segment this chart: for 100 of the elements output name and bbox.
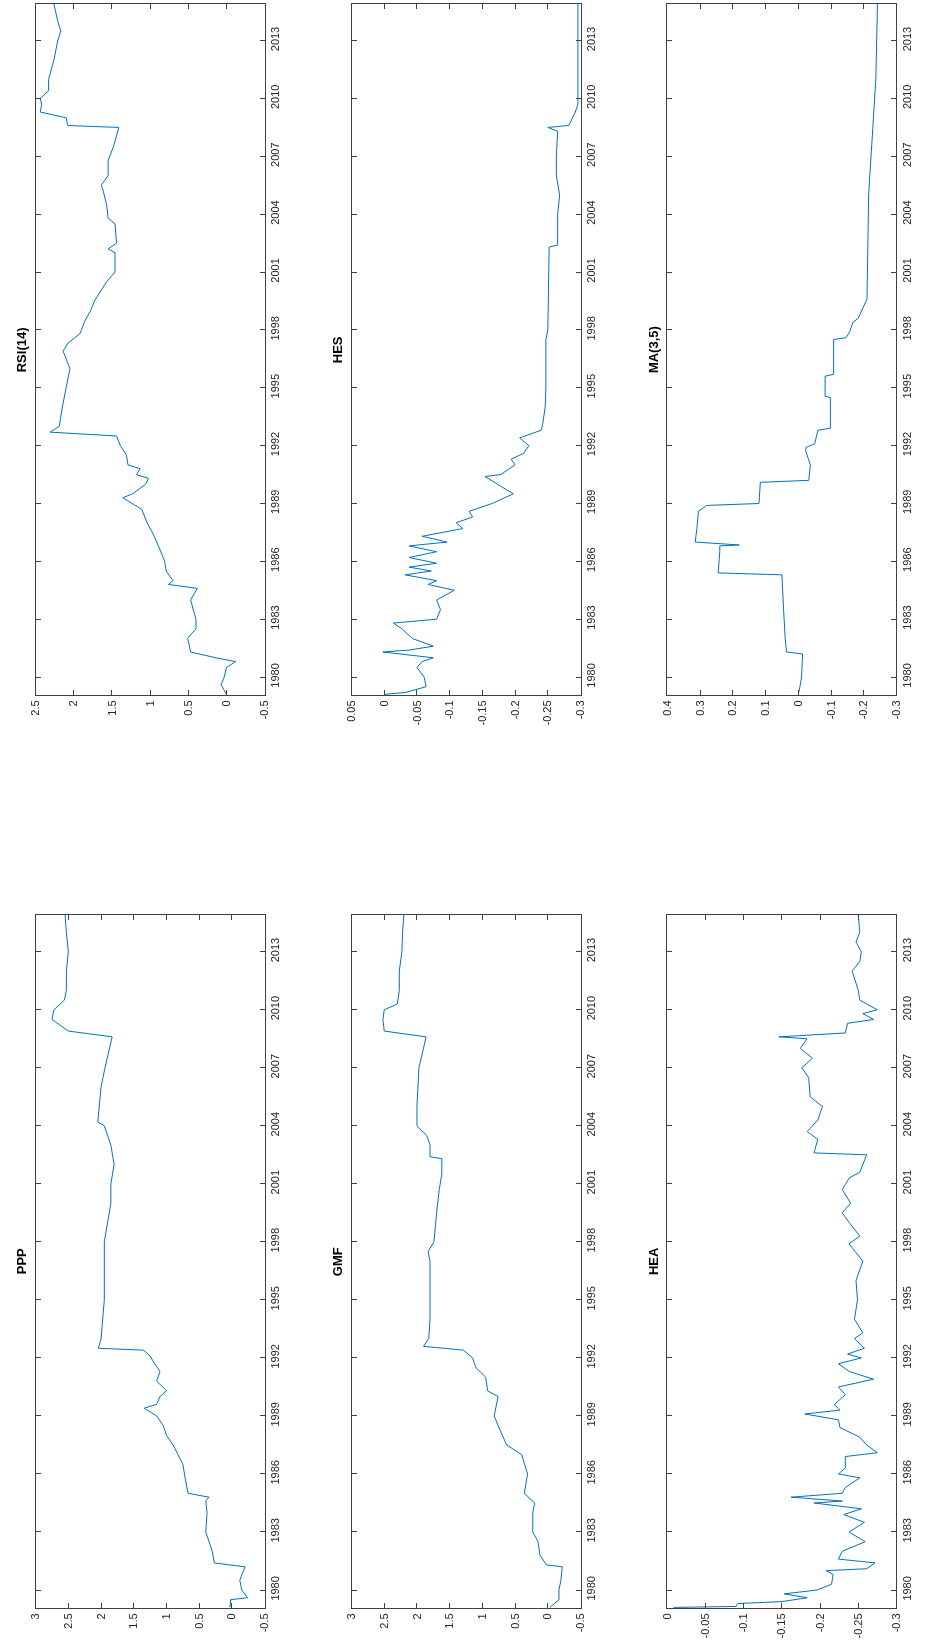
x-tick-label: -0.2 — [508, 700, 521, 720]
line-series — [694, 4, 878, 695]
x-tick-label: -0.05 — [699, 1613, 712, 1639]
y-tick-label: 1986 — [900, 1460, 913, 1485]
y-tick-label: 1998 — [900, 1227, 913, 1253]
y-tick-label: 1992 — [268, 431, 281, 457]
x-tick-label: -0.1 — [443, 700, 456, 720]
y-tick-label: 2013 — [268, 937, 281, 963]
y-tick-label: 2007 — [268, 142, 281, 167]
x-tick-label: -0.5 — [574, 1613, 587, 1633]
y-tick-label: 1983 — [900, 605, 913, 630]
text: PPP — [14, 1247, 30, 1275]
x-tick-label: 0 — [225, 1613, 238, 1620]
x-tick-label: -0.05 — [410, 700, 423, 726]
y-tick-label: 2004 — [268, 1111, 281, 1137]
y-tick-label: 1980 — [584, 1576, 597, 1601]
text: HEA — [646, 1247, 662, 1276]
y-tick-label: 1980 — [900, 1576, 913, 1601]
x-tick-label: -0.15 — [775, 1613, 788, 1639]
line-series — [51, 915, 249, 1608]
text: GMF — [330, 1247, 346, 1277]
x-tick-label: -0.2 — [813, 1613, 826, 1633]
y-tick-label: 1992 — [900, 1344, 913, 1369]
y-tick-label: 2001 — [268, 1169, 281, 1195]
y-tick-label: 2007 — [584, 142, 597, 167]
y-tick-label: 2013 — [900, 937, 913, 963]
text: RSI(14) — [14, 327, 30, 373]
x-tick-label: 2.5 — [377, 1613, 390, 1629]
x-tick-label: 3 — [345, 1613, 358, 1620]
x-tick-label: -0.25 — [541, 700, 554, 726]
y-tick-label: 2001 — [584, 258, 597, 283]
y-tick-label: 1983 — [584, 605, 597, 630]
x-tick-label: 0.5 — [192, 1613, 205, 1629]
x-tick-label: 0 — [220, 700, 233, 707]
y-tick-label: 1995 — [900, 373, 913, 399]
x-tick-label: 0 — [791, 700, 804, 707]
y-tick-label: 1983 — [584, 1518, 597, 1543]
y-tick-label: 1989 — [584, 489, 597, 515]
y-tick-label: 2007 — [584, 1053, 597, 1079]
y-tick-label: 1998 — [268, 316, 281, 341]
y-tick-label: 1992 — [584, 431, 597, 457]
y-tick-label: 2007 — [268, 1053, 281, 1079]
x-tick-label: -0.3 — [890, 700, 903, 720]
x-tick-label: -0.3 — [890, 1613, 903, 1633]
x-tick-label: 2 — [67, 700, 80, 707]
x-tick-label: 1.5 — [127, 1613, 140, 1629]
y-tick-label: 2013 — [584, 937, 597, 963]
y-tick-label: 1983 — [900, 1518, 913, 1543]
y-tick-label: 1989 — [268, 1402, 281, 1427]
x-tick-label: -0.3 — [574, 700, 587, 720]
x-tick-label: 2 — [94, 1613, 107, 1620]
x-tick-label: -0.1 — [824, 700, 837, 720]
y-tick-label: 2013 — [584, 26, 597, 52]
y-tick-label: 2001 — [900, 1169, 913, 1195]
y-tick-label: 1995 — [268, 373, 281, 399]
y-tick-label: 1986 — [268, 547, 281, 572]
y-tick-label: 2001 — [584, 1169, 597, 1195]
y-tick-label: 1983 — [268, 1518, 281, 1543]
line-series — [39, 4, 237, 695]
x-tick-label: 1 — [143, 700, 156, 707]
y-tick-label: 2007 — [900, 142, 913, 167]
y-tick-label: 2010 — [900, 995, 913, 1021]
x-tick-label: 0.05 — [345, 700, 358, 722]
y-tick-label: 1998 — [584, 316, 597, 341]
y-tick-label: 1980 — [268, 663, 281, 688]
x-tick-label: 1.5 — [105, 700, 118, 716]
y-tick-label: 2010 — [584, 995, 597, 1021]
x-tick-label: -0.5 — [258, 700, 271, 720]
x-tick-label: 0 — [660, 1613, 673, 1620]
y-tick-label: 2001 — [268, 258, 281, 283]
y-tick-label: 1998 — [268, 1227, 281, 1253]
x-tick-label: 0 — [377, 700, 390, 707]
y-tick-label: 2004 — [900, 200, 913, 225]
y-tick-label: 1989 — [268, 489, 281, 515]
x-tick-label: 1.5 — [443, 1613, 456, 1629]
y-tick-label: 2010 — [268, 84, 281, 110]
line-series — [382, 915, 563, 1608]
y-tick-label: 1995 — [584, 1286, 597, 1311]
y-tick-label: 2013 — [900, 26, 913, 52]
x-tick-label: 0.5 — [181, 700, 194, 716]
y-tick-label: 2010 — [900, 84, 913, 110]
x-tick-label: 2 — [410, 1613, 423, 1620]
y-tick-label: 2004 — [584, 1111, 597, 1137]
y-tick-label: 1989 — [584, 1402, 597, 1427]
y-tick-label: 1995 — [584, 373, 597, 399]
y-tick-label: 2007 — [900, 1053, 913, 1079]
x-tick-label: -0.15 — [475, 700, 488, 726]
y-tick-label: 1998 — [584, 1227, 597, 1253]
y-tick-label: 1992 — [584, 1344, 597, 1369]
x-tick-label: -0.5 — [258, 1613, 271, 1633]
y-tick-label: 1986 — [900, 547, 913, 572]
x-tick-label: -0.1 — [737, 1613, 750, 1633]
x-tick-label: 1 — [160, 1613, 173, 1620]
text: HES — [330, 336, 346, 364]
x-tick-label: 3 — [29, 1613, 42, 1620]
y-tick-label: 1989 — [900, 1402, 913, 1427]
y-tick-label: 1980 — [900, 663, 913, 688]
y-tick-label: 2010 — [584, 84, 597, 110]
y-tick-label: 1986 — [584, 547, 597, 572]
y-tick-label: 1998 — [900, 316, 913, 341]
